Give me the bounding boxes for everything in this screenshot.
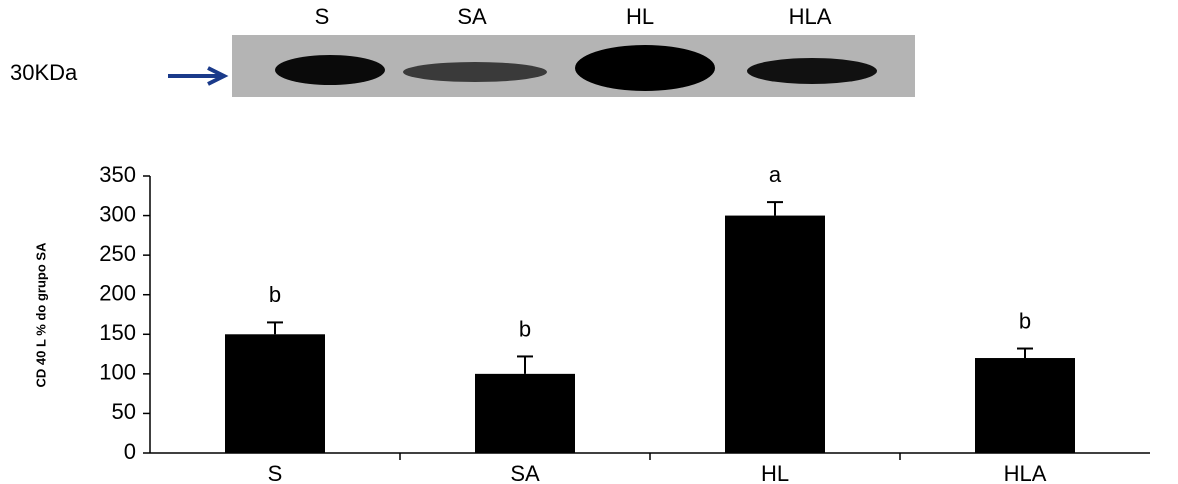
y-tick-label: 200 [99,281,136,306]
blot-band [403,62,547,82]
y-tick-label: 50 [112,399,136,424]
bar [975,358,1075,453]
bar [475,374,575,453]
lane-label: HLA [789,4,832,29]
bar [725,216,825,453]
blot-band [275,55,385,85]
y-tick-label: 0 [124,439,136,464]
y-tick-label: 350 [99,162,136,187]
lane-label: HL [626,4,654,29]
blot-band [747,58,877,84]
y-tick-label: 100 [99,360,136,385]
marker-label: 30KDa [10,60,78,85]
figure: S SA HL HLA 30KDa CD 40 L % do grupo SA … [0,0,1178,484]
lane-label: SA [457,4,487,29]
bar [225,334,325,453]
significance-label: b [1019,308,1031,333]
y-tick-label: 150 [99,320,136,345]
significance-label: b [269,282,281,307]
lane-label: S [315,4,330,29]
y-axis-label: CD 40 L % do grupo SA [33,242,48,388]
significance-label: a [769,162,782,187]
blot-band [575,45,715,91]
x-tick-label: HLA [1004,461,1047,484]
x-tick-label: SA [510,461,540,484]
significance-label: b [519,316,531,341]
y-tick-label: 250 [99,241,136,266]
marker-arrow [168,68,224,84]
x-tick-label: HL [761,461,789,484]
x-tick-label: S [268,461,283,484]
y-tick-label: 300 [99,201,136,226]
